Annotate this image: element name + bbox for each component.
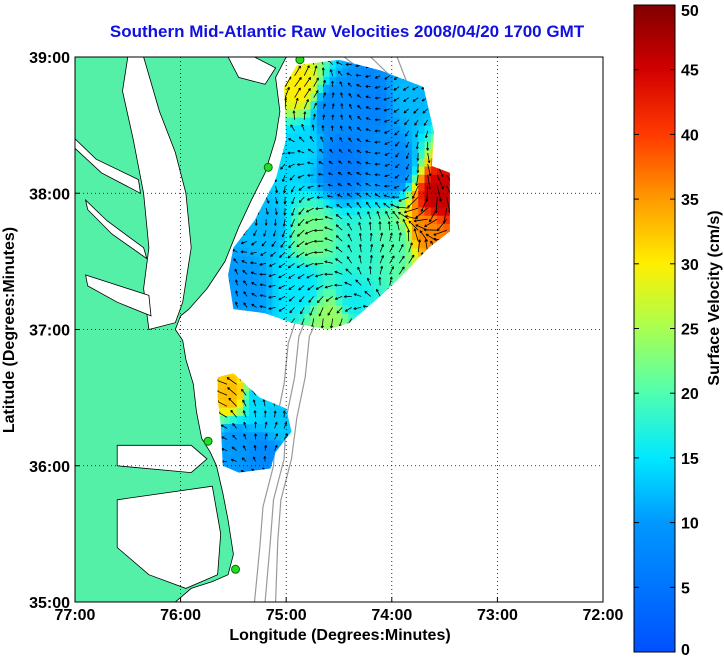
y-tick-labels: 35:00 36:00 37:00 38:00 39:00: [29, 50, 80, 612]
colorbar-tick-label: 50: [681, 3, 699, 20]
colorbar-tick-label: 30: [681, 257, 699, 274]
x-tick-label: 74:00: [371, 607, 412, 624]
x-tick-label: 72:00: [583, 607, 624, 624]
x-tick-label: 73:00: [477, 607, 518, 624]
radar-stations: [203, 56, 305, 574]
colorbar-label: Surface Velocity (cm/s): [706, 210, 723, 385]
y-tick-label: 38:00: [29, 186, 70, 203]
y-tick-label: 36:00: [29, 459, 70, 476]
radar-station-marker[interactable]: [263, 162, 273, 172]
x-axis-label: Longitude (Degrees:Minutes): [229, 627, 450, 644]
bay-water: [116, 485, 222, 589]
x-tick-label: 77:00: [55, 607, 96, 624]
colorbar-tick-label: 25: [681, 322, 699, 339]
colorbar-tick-label: 45: [681, 63, 699, 80]
colorbar-tick-label: 15: [681, 451, 699, 468]
x-tick-label: 75:00: [266, 607, 307, 624]
colorbar-tick-label: 10: [681, 516, 699, 533]
radar-station-marker[interactable]: [203, 436, 213, 446]
colorbar-tick-label: 20: [681, 386, 699, 403]
x-tick-label: 76:00: [160, 607, 201, 624]
bay-water: [122, 57, 192, 331]
bay-water: [75, 138, 142, 195]
y-tick-label: 39:00: [29, 50, 70, 67]
y-axis-label: Latitude (Degrees:Minutes): [1, 227, 18, 433]
colorbar-tick-label: 5: [681, 580, 690, 597]
grid-lines: [75, 57, 603, 602]
colorbar-tick-label: 0: [681, 642, 690, 659]
x-tick-labels: 77:00 76:00 75:00 74:00 73:00 72:00: [55, 597, 624, 624]
colorbar-ticks: 0 5 10 15 20 25 30 35 40 45 50: [634, 3, 699, 659]
bay-water: [227, 57, 277, 85]
y-tick-label: 37:00: [29, 323, 70, 340]
y-tick-label: 35:00: [29, 595, 70, 612]
colorbar-tick-label: 40: [681, 127, 699, 144]
bay-water: [84, 198, 148, 260]
colorbar: [633, 4, 676, 653]
colorbar-tick-label: 35: [681, 192, 699, 209]
map-title: Southern Mid-Atlantic Raw Velocities 200…: [109, 22, 585, 41]
radar-station-marker[interactable]: [295, 56, 305, 65]
radar-station-marker[interactable]: [231, 564, 241, 574]
bay-water: [85, 274, 152, 317]
